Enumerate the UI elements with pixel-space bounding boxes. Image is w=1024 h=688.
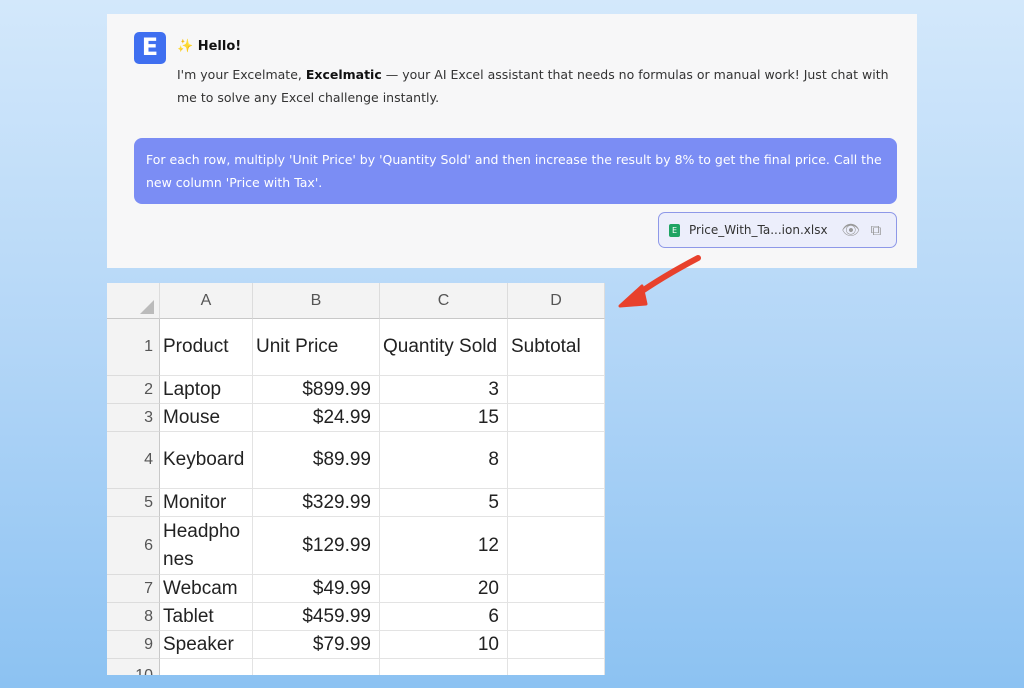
cell-c9[interactable]: 10 (380, 631, 508, 659)
cell-a8[interactable]: Tablet (160, 603, 253, 631)
cell-b3[interactable]: $24.99 (253, 404, 380, 432)
cell-b4[interactable]: $89.99 (253, 432, 380, 489)
spreadsheet: A B C D 1 Product Unit Price Quantity Sold Subto… (107, 283, 605, 675)
file-name[interactable]: Price_With_Ta...ion.xlsx (689, 223, 828, 237)
cell-a4[interactable]: Keyboard (160, 432, 253, 489)
cell-c5[interactable]: 5 (380, 489, 508, 517)
cell-d7[interactable] (508, 575, 605, 603)
cell-b6[interactable]: $129.99 (253, 517, 380, 575)
select-all-corner[interactable] (107, 283, 160, 319)
cell-d2[interactable] (508, 376, 605, 404)
cell-d3[interactable] (508, 404, 605, 432)
row-header[interactable]: 6 (107, 517, 160, 575)
row-header[interactable]: 3 (107, 404, 160, 432)
cell-a3[interactable]: Mouse (160, 404, 253, 432)
cell-b5[interactable]: $329.99 (253, 489, 380, 517)
column-header-a[interactable]: A (160, 283, 253, 319)
row-header[interactable]: 1 (107, 319, 160, 376)
cell-c10[interactable] (380, 659, 508, 675)
greeting: ✨ Hello! (177, 39, 241, 54)
intro-pre: I'm your Excelmate, (177, 67, 306, 82)
cell-d10[interactable] (508, 659, 605, 675)
copy-icon[interactable]: ⧉ (870, 221, 882, 239)
cell-a9[interactable]: Speaker (160, 631, 253, 659)
row-header[interactable]: 8 (107, 603, 160, 631)
cell-a1[interactable]: Product (160, 319, 253, 376)
user-message-bubble: For each row, multiply 'Unit Price' by '… (134, 138, 897, 204)
cell-b10[interactable] (253, 659, 380, 675)
cell-a2[interactable]: Laptop (160, 376, 253, 404)
row-header[interactable]: 2 (107, 376, 160, 404)
cell-b9[interactable]: $79.99 (253, 631, 380, 659)
row-header[interactable]: 10 (107, 659, 160, 675)
cell-c7[interactable]: 20 (380, 575, 508, 603)
excel-file-icon: E (669, 223, 680, 237)
column-header-d[interactable]: D (508, 283, 605, 319)
cell-a5[interactable]: Monitor (160, 489, 253, 517)
intro-bold: Excelmatic (305, 67, 382, 82)
chat-panel: E ✨ Hello! I'm your Excelmate, Excelmati… (107, 14, 917, 268)
cell-a10[interactable] (160, 659, 253, 675)
column-header-c[interactable]: C (380, 283, 508, 319)
cell-b2[interactable]: $899.99 (253, 376, 380, 404)
cell-a7[interactable]: Webcam (160, 575, 253, 603)
cell-a6[interactable]: Headphones (160, 517, 253, 575)
cell-c6[interactable]: 12 (380, 517, 508, 575)
cell-d4[interactable] (508, 432, 605, 489)
cell-c8[interactable]: 6 (380, 603, 508, 631)
column-header-b[interactable]: B (253, 283, 380, 319)
row-header[interactable]: 9 (107, 631, 160, 659)
excelmatic-logo: E (134, 32, 166, 64)
eye-icon[interactable]: 👁 (841, 221, 861, 239)
cell-c1[interactable]: Quantity Sold (380, 319, 508, 376)
cell-c4[interactable]: 8 (380, 432, 508, 489)
sparkle-icon: ✨ (177, 39, 194, 54)
cell-b1[interactable]: Unit Price (253, 319, 380, 376)
cell-b8[interactable]: $459.99 (253, 603, 380, 631)
cell-c3[interactable]: 15 (380, 404, 508, 432)
cell-c2[interactable]: 3 (380, 376, 508, 404)
cell-d9[interactable] (508, 631, 605, 659)
cell-d8[interactable] (508, 603, 605, 631)
cell-b7[interactable]: $49.99 (253, 575, 380, 603)
cell-d5[interactable] (508, 489, 605, 517)
cell-d1[interactable]: Subtotal (508, 319, 605, 376)
row-header[interactable]: 4 (107, 432, 160, 489)
cell-d6[interactable] (508, 517, 605, 575)
intro-post: — your AI Excel assistant that needs no … (177, 67, 889, 105)
intro-message: I'm your Excelmate, Excelmatic — your AI… (177, 63, 897, 109)
row-header[interactable]: 7 (107, 575, 160, 603)
file-attachment[interactable]: E Price_With_Ta...ion.xlsx 👁 ⧉ (658, 212, 897, 248)
greeting-text: Hello! (197, 39, 242, 54)
row-header[interactable]: 5 (107, 489, 160, 517)
